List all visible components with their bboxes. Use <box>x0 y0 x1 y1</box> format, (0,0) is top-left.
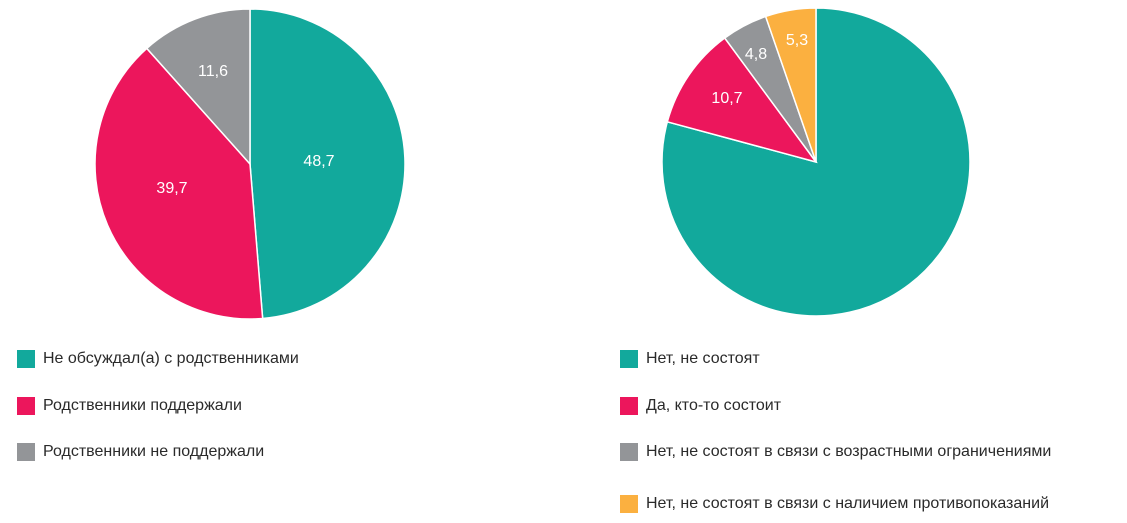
pie-slice-1 <box>249 8 406 320</box>
pie-slice-2 <box>94 47 264 320</box>
slice-value-label: 5,3 <box>786 32 808 49</box>
pie-slice-1 <box>661 7 971 317</box>
slice-value-label: 48,7 <box>303 153 334 170</box>
slice-value-label: 39,7 <box>156 180 187 197</box>
slice-value-label: 10,7 <box>711 90 742 107</box>
pie-slice-2 <box>666 36 818 164</box>
slice-value-label: 11,6 <box>198 63 228 80</box>
pie-slice-3 <box>145 8 251 166</box>
pie-slice-4 <box>764 7 817 163</box>
slice-value-label: 4,8 <box>745 46 767 63</box>
